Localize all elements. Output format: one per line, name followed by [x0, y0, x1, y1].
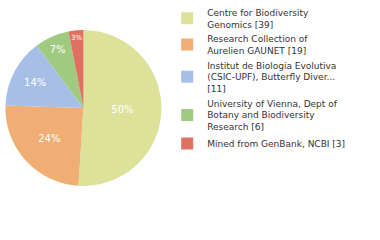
svg-text:14%: 14%: [24, 77, 46, 88]
svg-text:7%: 7%: [50, 44, 66, 55]
svg-text:3%: 3%: [71, 33, 82, 42]
svg-text:University of Vienna, Dept ofB: University of Vienna, Dept ofBotany and …: [207, 99, 338, 132]
svg-text:Mined from GenBank, NCBI [3]: Mined from GenBank, NCBI [3]: [207, 139, 345, 149]
svg-text:Research Collection ofAurelien: Research Collection ofAurelien GAUNET [1…: [207, 34, 308, 56]
svg-text:Centre for BiodiversityGenomic: Centre for BiodiversityGenomics [39]: [207, 8, 309, 30]
svg-text:50%: 50%: [111, 104, 133, 115]
svg-text:24%: 24%: [38, 133, 60, 144]
svg-text:Institut de Biologia Evolutiva: Institut de Biologia Evolutiva(CSIC-UPF)…: [207, 61, 336, 94]
